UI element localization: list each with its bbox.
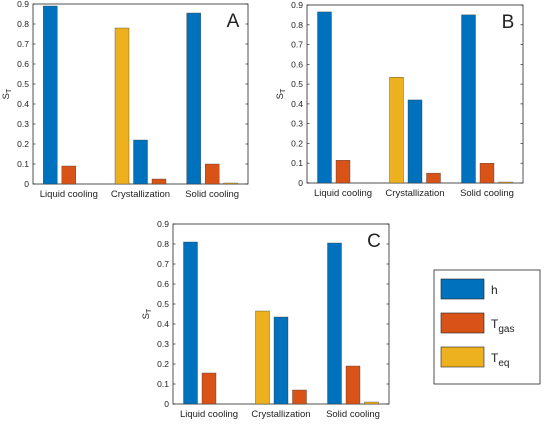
bar-t-gas (201, 372, 217, 405)
bar-h (407, 99, 423, 184)
bar-t-gas (204, 163, 220, 185)
y-tick-label: 0.7 (291, 40, 303, 50)
legend-label-t-eq: Teq (491, 351, 509, 369)
bar-t-gas (292, 389, 307, 405)
y-tick-label: 0.8 (17, 19, 29, 29)
legend-label-t-gas: Tgas (491, 317, 514, 335)
bar-t-eq (114, 27, 130, 185)
bar-t-gas (345, 365, 361, 405)
bar-t-gas (61, 165, 77, 185)
y-tick-label: 0 (298, 178, 303, 188)
y-axis-label: ST (275, 88, 287, 99)
y-tick-label: 0.5 (157, 299, 169, 309)
bar-h (327, 242, 342, 405)
y-tick-label: 0.3 (291, 119, 303, 129)
y-tick-label: 0.5 (17, 79, 29, 89)
y-tick-label: 0.2 (157, 359, 169, 369)
bar-t-gas (151, 178, 167, 185)
bar-t-eq (389, 77, 404, 184)
panel-letter: A (227, 11, 240, 32)
legend: h Tgas Teq (433, 269, 541, 385)
bar-h (273, 316, 289, 405)
bar-t-eq (255, 310, 270, 405)
y-tick-label: 0.4 (157, 319, 169, 329)
bar-t-eq (223, 182, 238, 185)
x-tick-label: Crystallization (385, 188, 444, 199)
bar-h (461, 14, 476, 184)
y-tick-label: 0.6 (17, 59, 29, 69)
y-tick-label: 0.1 (17, 159, 29, 169)
y-axis-label: ST (1, 88, 13, 99)
y-tick-label: 0 (164, 399, 169, 409)
x-tick-label: Solid cooling (185, 189, 239, 200)
y-tick-label: 0.1 (291, 158, 303, 168)
chart-panel-a: 0 0.1 0.2 0.3 0.4 0.5 0.6 0.7 0.8 0.9 ST A Liquid co… (1, 0, 249, 200)
bar-t-eq (364, 401, 379, 405)
x-tick-label: Solid cooling (460, 188, 514, 199)
y-tick-label: 0.4 (291, 99, 303, 109)
bar-t-gas (426, 172, 441, 184)
x-tick-label: Crystallization (251, 409, 310, 420)
x-tick-label: Crystallization (111, 189, 170, 200)
bar-h (317, 11, 332, 184)
y-axis-label: ST (141, 308, 153, 319)
x-tick-label: Solid cooling (326, 409, 380, 420)
y-tick-label: 0.2 (17, 139, 29, 149)
panel-letter: C (367, 231, 381, 252)
x-tick-label: Liquid cooling (314, 188, 372, 199)
x-tick-label: Liquid cooling (40, 189, 98, 200)
y-tick-label: 0.8 (157, 239, 169, 249)
legend-label-h: h (491, 283, 498, 297)
y-tick-label: 0.8 (291, 20, 303, 30)
y-tick-label: 0.2 (291, 138, 303, 148)
bar-t-gas (335, 160, 351, 184)
y-tick-label: 0 (24, 179, 29, 189)
y-tick-label: 0.1 (157, 379, 169, 389)
y-tick-label: 0.9 (17, 0, 29, 9)
y-tick-label: 0.7 (157, 259, 169, 269)
chart-panel-c: 0 0.1 0.2 0.3 0.4 0.5 0.6 0.7 0.8 0.9 ST C Liquid co… (141, 219, 390, 420)
y-tick-label: 0.3 (157, 339, 169, 349)
x-tick-label: Liquid cooling (180, 409, 238, 420)
y-tick-label: 0.5 (291, 79, 303, 89)
bar-h (43, 5, 58, 185)
legend-swatch-t-eq (440, 346, 485, 368)
bar-h (183, 241, 198, 405)
bar-t-gas (479, 163, 495, 184)
y-tick-label: 0.6 (291, 59, 303, 69)
y-tick-label: 0.7 (17, 39, 29, 49)
bar-h (133, 139, 148, 185)
chart-panel-b: 0 0.1 0.2 0.3 0.4 0.5 0.6 0.7 0.8 0.9 ST B Liquid co… (275, 0, 524, 199)
bar-t-eq (498, 181, 513, 184)
y-tick-label: 0.6 (157, 279, 169, 289)
y-tick-label: 0.4 (17, 99, 29, 109)
y-tick-label: 0.3 (17, 119, 29, 129)
bar-h (186, 12, 201, 185)
y-tick-label: 0.9 (291, 0, 303, 10)
panel-letter: B (502, 12, 515, 33)
legend-swatch-t-gas (440, 312, 485, 334)
y-tick-label: 0.9 (157, 219, 169, 229)
legend-swatch-h (440, 278, 485, 300)
